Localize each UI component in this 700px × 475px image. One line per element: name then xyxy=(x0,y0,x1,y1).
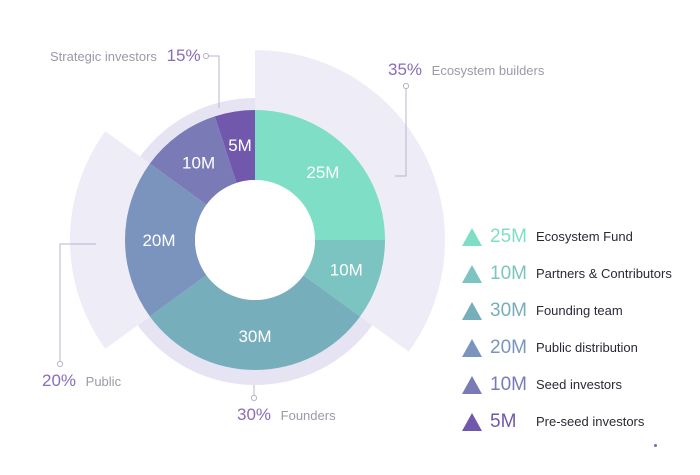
slice-labels: 25M 10M 30M 20M 10M 5M xyxy=(142,136,362,346)
legend-name: Pre-seed investors xyxy=(536,414,645,429)
outer-label-pct: 20% xyxy=(42,371,77,390)
legend: 25M Ecosystem Fund 10M Partners & Contribut… xyxy=(462,218,672,440)
triangle-icon xyxy=(462,375,482,394)
inner-slice-4 xyxy=(149,116,237,205)
legend-item: 5M Pre-seed investors xyxy=(462,403,672,440)
legend-name: Founding team xyxy=(536,303,623,318)
leader-dot-1 xyxy=(402,82,410,90)
outer-label-name: Public xyxy=(85,374,122,389)
donut-hole xyxy=(195,180,315,300)
outer-label-ecosystem-builders: 35% Ecosystem builders xyxy=(388,60,544,80)
inner-ring xyxy=(125,110,385,370)
legend-value: 25M xyxy=(490,225,527,247)
outer-label-name: Founders xyxy=(280,408,336,423)
outer-label-founders: 30% Founders xyxy=(237,405,336,425)
inner-slice-1 xyxy=(303,240,385,317)
slice-label-0: 25M xyxy=(306,163,339,182)
legend-value: 5M xyxy=(490,410,517,432)
outer-label-pct: 15% xyxy=(166,46,201,65)
triangle-icon xyxy=(462,264,482,283)
slice-label-5: 5M xyxy=(228,136,252,155)
outer-segment-public xyxy=(69,131,152,349)
leader-lines xyxy=(56,52,410,402)
leader-dot-3 xyxy=(250,394,258,402)
slice-label-4: 10M xyxy=(182,153,215,172)
legend-value: 10M xyxy=(490,373,527,395)
legend-item: 25M Ecosystem Fund xyxy=(462,218,672,255)
outer-label-public: 20% Public xyxy=(42,371,121,391)
outer-label-pct: 35% xyxy=(388,60,423,79)
legend-value: 10M xyxy=(490,262,527,284)
leader-line-0 xyxy=(206,55,220,108)
legend-name: Seed investors xyxy=(536,377,622,392)
legend-value: 20M xyxy=(490,336,527,358)
inner-slice-0 xyxy=(255,110,385,240)
triangle-icon xyxy=(462,301,482,320)
slice-label-1: 10M xyxy=(330,261,363,280)
legend-item: 20M Public distribution xyxy=(462,329,672,366)
legend-item: 10M Seed investors xyxy=(462,366,672,403)
outer-segment-founders xyxy=(137,315,373,386)
slice-label-2: 30M xyxy=(238,327,271,346)
leader-dot-0 xyxy=(202,52,210,60)
inner-slice-5 xyxy=(214,110,255,183)
outer-label-strategic-investors: Strategic investors 15% xyxy=(50,46,207,66)
legend-value: 30M xyxy=(490,299,527,321)
inner-slice-2 xyxy=(149,275,361,370)
legend-item: 10M Partners & Contributors xyxy=(462,255,672,292)
legend-item: 30M Founding team xyxy=(462,292,672,329)
decorative-dot xyxy=(654,444,657,447)
legend-name: Ecosystem Fund xyxy=(536,229,633,244)
triangle-icon xyxy=(462,227,482,246)
triangle-icon xyxy=(462,412,482,431)
leader-line-2 xyxy=(59,243,96,364)
outer-label-name: Ecosystem builders xyxy=(431,63,545,78)
triangle-icon xyxy=(462,338,482,357)
outer-label-name: Strategic investors xyxy=(50,49,157,64)
outer-segment-ecosystem-builders xyxy=(255,50,445,352)
legend-name: Public distribution xyxy=(536,340,638,355)
leader-dot-2 xyxy=(56,360,64,368)
leader-line-1 xyxy=(395,86,407,177)
outer-label-pct: 30% xyxy=(237,405,272,424)
slice-label-3: 20M xyxy=(142,231,175,250)
legend-name: Partners & Contributors xyxy=(536,266,672,281)
inner-slice-3 xyxy=(125,163,207,317)
